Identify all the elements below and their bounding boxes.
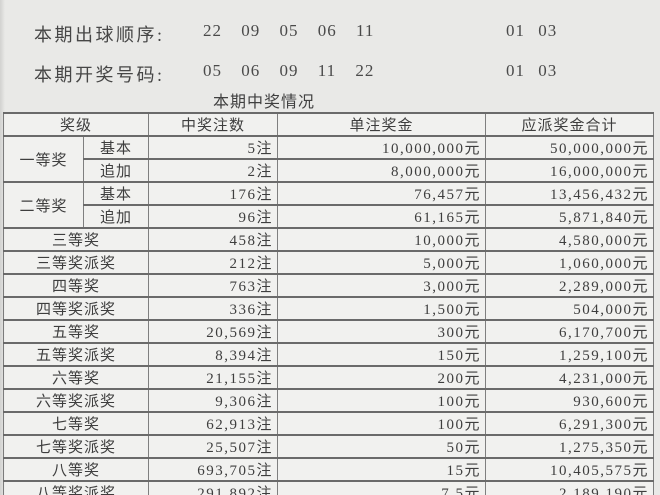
bets-cell: 458注 bbox=[148, 227, 279, 252]
per-bet-prize-cell: 61,165元 bbox=[277, 204, 487, 229]
per-bet-prize-cell: 100元 bbox=[277, 388, 487, 413]
per-bet-prize-cell: 7.5元 bbox=[277, 480, 487, 495]
table-row-eighth-prize-bonus: 八等奖派奖 291,892注 7.5元 2,189,190元 bbox=[2, 480, 655, 495]
bets-cell: 96注 bbox=[148, 204, 279, 229]
total-prize-cell: 5,871,840元 bbox=[485, 204, 655, 229]
col-header-prize-per-bet: 单注奖金 bbox=[277, 112, 487, 137]
table-row-third-prize-bonus: 三等奖派奖 212注 5,000元 1,060,000元 bbox=[2, 250, 655, 275]
table-row-first-prize-basic: 一等奖 基本 5注 10,000,000元 50,000,000元 bbox=[3, 135, 655, 183]
per-bet-prize-cell: 8,000,000元 bbox=[277, 158, 487, 183]
bets-cell: 693,705注 bbox=[148, 457, 279, 482]
bets-cell: 25,507注 bbox=[148, 434, 279, 459]
table-row-first-prize-extra: 追加 2注 8,000,000元 16,000,000元 bbox=[4, 158, 655, 183]
prize-level-cell: 六等奖派奖 bbox=[2, 388, 150, 413]
prize-level-cell: 八等奖 bbox=[2, 457, 150, 482]
prize-level-cell: 七等奖派奖 bbox=[2, 434, 150, 459]
ball-order-back-numbers: 01 03 bbox=[506, 21, 558, 40]
per-bet-prize-cell: 15元 bbox=[277, 457, 487, 482]
bets-cell: 176注 bbox=[148, 181, 279, 206]
table-row-fourth-prize-bonus: 四等奖派奖 336注 1,500元 504,000元 bbox=[2, 296, 655, 321]
prize-level-cell: 七等奖 bbox=[2, 411, 150, 436]
per-bet-prize-cell: 100元 bbox=[277, 411, 487, 436]
total-prize-cell: 6,291,300元 bbox=[485, 411, 655, 436]
prize-level-cell: 一等奖 bbox=[3, 135, 84, 183]
prize-level-cell: 五等奖 bbox=[2, 319, 150, 344]
sub-type-cell: 追加 bbox=[82, 158, 150, 183]
bets-cell: 21,155注 bbox=[148, 365, 279, 390]
prize-level-cell: 八等奖派奖 bbox=[2, 480, 150, 495]
sub-type-cell: 基本 bbox=[82, 135, 150, 160]
total-prize-cell: 50,000,000元 bbox=[485, 135, 655, 160]
ball-order-front-numbers: 22 09 05 06 11 bbox=[203, 21, 375, 40]
prize-level-cell: 四等奖派奖 bbox=[2, 296, 150, 321]
per-bet-prize-cell: 200元 bbox=[277, 365, 487, 390]
prize-level-cell: 三等奖派奖 bbox=[2, 250, 150, 275]
bets-cell: 62,913注 bbox=[148, 411, 279, 436]
sub-type-cell: 追加 bbox=[82, 204, 150, 229]
table-row-fifth-prize: 五等奖 20,569注 300元 6,170,700元 bbox=[2, 319, 655, 344]
bets-cell: 336注 bbox=[148, 296, 279, 321]
total-prize-cell: 6,170,700元 bbox=[485, 319, 655, 344]
section-title: 本期中奖情况 bbox=[213, 94, 316, 111]
bets-cell: 763注 bbox=[148, 273, 279, 298]
prize-table: 奖级 中奖注数 单注奖金 应派奖金合计 一等奖 基本 5注 10,000,000… bbox=[2, 112, 655, 495]
table-row-second-prize-basic: 二等奖 基本 176注 76,457元 13,456,432元 bbox=[3, 181, 655, 229]
ball-order-label: 本期出球顺序: bbox=[34, 25, 165, 45]
prize-level-cell: 四等奖 bbox=[2, 273, 150, 298]
bets-cell: 2注 bbox=[148, 158, 279, 183]
winning-numbers-label: 本期开奖号码: bbox=[34, 65, 165, 85]
table-row-sixth-prize-bonus: 六等奖派奖 9,306注 100元 930,600元 bbox=[2, 388, 655, 413]
prize-level-cell: 二等奖 bbox=[3, 181, 84, 229]
total-prize-cell: 1,259,100元 bbox=[485, 342, 655, 367]
table-row-seventh-prize-bonus: 七等奖派奖 25,507注 50元 1,275,350元 bbox=[2, 434, 655, 459]
bets-cell: 20,569注 bbox=[148, 319, 279, 344]
prize-level-cell: 六等奖 bbox=[2, 365, 150, 390]
total-prize-cell: 4,231,000元 bbox=[485, 365, 655, 390]
total-prize-cell: 930,600元 bbox=[485, 388, 655, 413]
bets-cell: 5注 bbox=[148, 135, 279, 160]
total-prize-cell: 504,000元 bbox=[485, 296, 655, 321]
table-row-eighth-prize: 八等奖 693,705注 15元 10,405,575元 bbox=[2, 457, 655, 482]
bets-cell: 9,306注 bbox=[148, 388, 279, 413]
bets-cell: 8,394注 bbox=[148, 342, 279, 367]
total-prize-cell: 4,580,000元 bbox=[485, 227, 655, 252]
prize-level-cell: 五等奖派奖 bbox=[2, 342, 150, 367]
total-prize-cell: 1,060,000元 bbox=[485, 250, 655, 275]
winning-back-numbers: 01 03 bbox=[506, 61, 558, 80]
table-row-third-prize: 三等奖 458注 10,000元 4,580,000元 bbox=[2, 227, 655, 252]
col-header-total-prize: 应派奖金合计 bbox=[485, 112, 655, 137]
total-prize-cell: 1,275,350元 bbox=[485, 434, 655, 459]
table-row-sixth-prize: 六等奖 21,155注 200元 4,231,000元 bbox=[2, 365, 655, 390]
total-prize-cell: 2,289,000元 bbox=[485, 273, 655, 298]
table-row-second-prize-extra: 追加 96注 61,165元 5,871,840元 bbox=[4, 204, 655, 229]
table-row-fifth-prize-bonus: 五等奖派奖 8,394注 150元 1,259,100元 bbox=[2, 342, 655, 367]
sub-type-cell: 基本 bbox=[82, 181, 150, 206]
total-prize-cell: 13,456,432元 bbox=[485, 181, 655, 206]
total-prize-cell: 16,000,000元 bbox=[485, 158, 655, 183]
table-row-seventh-prize: 七等奖 62,913注 100元 6,291,300元 bbox=[2, 411, 655, 436]
bets-cell: 291,892注 bbox=[148, 480, 279, 495]
per-bet-prize-cell: 1,500元 bbox=[277, 296, 487, 321]
table-header-row: 奖级 中奖注数 单注奖金 应派奖金合计 bbox=[2, 112, 655, 137]
per-bet-prize-cell: 10,000,000元 bbox=[277, 135, 487, 160]
total-prize-cell: 10,405,575元 bbox=[485, 457, 655, 482]
clipped-previous-line-text: 01 03 bbox=[506, 0, 557, 5]
winning-front-numbers: 05 06 09 11 22 bbox=[203, 61, 375, 80]
per-bet-prize-cell: 3,000元 bbox=[277, 273, 487, 298]
per-bet-prize-cell: 150元 bbox=[277, 342, 487, 367]
per-bet-prize-cell: 76,457元 bbox=[277, 181, 487, 206]
col-header-prize-level: 奖级 bbox=[2, 112, 150, 137]
bets-cell: 212注 bbox=[148, 250, 279, 275]
col-header-winning-bets: 中奖注数 bbox=[148, 112, 279, 137]
total-prize-cell: 2,189,190元 bbox=[485, 480, 655, 495]
per-bet-prize-cell: 300元 bbox=[277, 319, 487, 344]
per-bet-prize-cell: 10,000元 bbox=[277, 227, 487, 252]
prize-level-cell: 三等奖 bbox=[2, 227, 150, 252]
per-bet-prize-cell: 5,000元 bbox=[277, 250, 487, 275]
per-bet-prize-cell: 50元 bbox=[277, 434, 487, 459]
table-row-fourth-prize: 四等奖 763注 3,000元 2,289,000元 bbox=[2, 273, 655, 298]
